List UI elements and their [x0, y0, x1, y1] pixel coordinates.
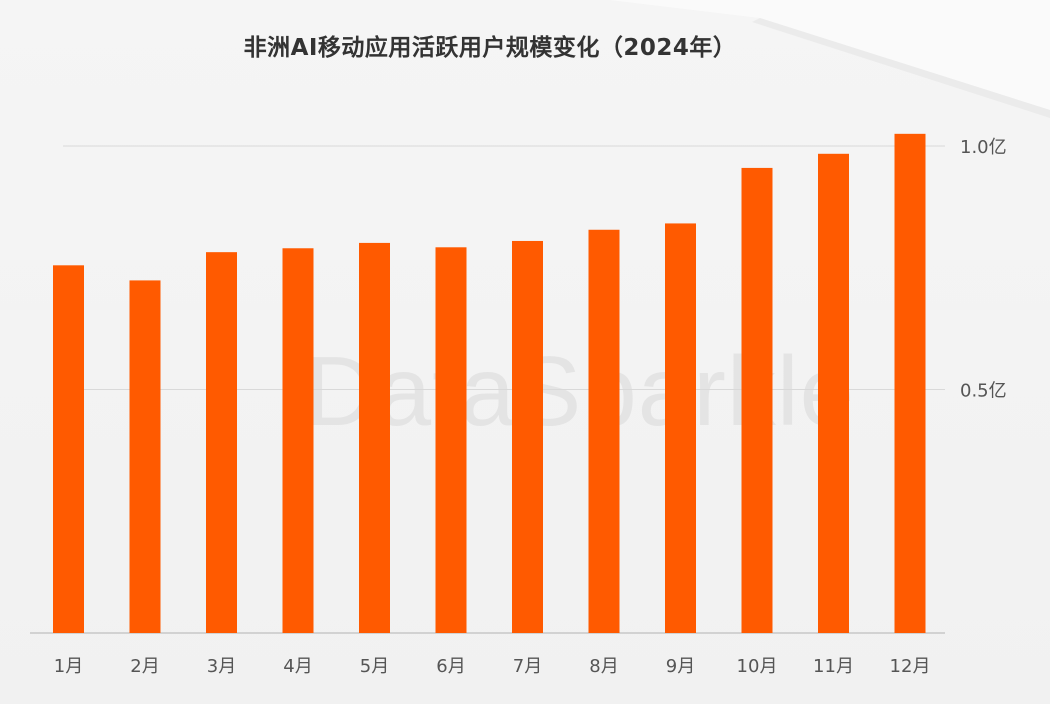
grid-layer [30, 145, 945, 634]
bar-1 [53, 265, 84, 633]
x-tick-label: 9月 [666, 656, 695, 677]
chart-title: 非洲AI移动应用活跃用户规模变化（2024年） [243, 35, 737, 61]
bar-4 [282, 248, 314, 633]
bar-3 [206, 252, 237, 633]
x-tick-label: 10月 [737, 656, 778, 677]
x-tick-label: 11月 [813, 656, 854, 677]
background-streak [610, 0, 1050, 110]
x-tick-label: 8月 [589, 656, 618, 677]
bar-10 [741, 167, 773, 634]
x-tick-label: 6月 [436, 656, 465, 677]
y-tick-labels: 0.5亿 1.0亿 [960, 137, 1007, 402]
bar-9 [665, 223, 696, 634]
x-tick-labels: 1月 2月 3月 4月 5月 6月 7月 8月 9月 10月 11月 12月 [54, 656, 931, 677]
x-tick-label: 2月 [130, 656, 159, 677]
bar-5 [359, 242, 390, 633]
y-tick-label: 0.5亿 [960, 381, 1007, 402]
bar-6 [435, 247, 467, 633]
x-tick-label: 5月 [360, 656, 389, 677]
bar-7 [512, 240, 543, 633]
x-tick-label: 7月 [513, 656, 542, 677]
x-tick-label: 1月 [54, 656, 83, 677]
x-tick-label: 4月 [283, 656, 312, 677]
bar-12 [894, 133, 926, 633]
bars-layer [53, 133, 926, 634]
y-tick-label: 1.0亿 [960, 137, 1007, 158]
bar-8 [588, 229, 620, 633]
x-tick-label: 12月 [890, 656, 931, 677]
background-streak-edge [752, 18, 1050, 118]
x-tick-label: 3月 [207, 656, 236, 677]
bar-11 [818, 153, 849, 634]
bar-2 [129, 280, 161, 633]
